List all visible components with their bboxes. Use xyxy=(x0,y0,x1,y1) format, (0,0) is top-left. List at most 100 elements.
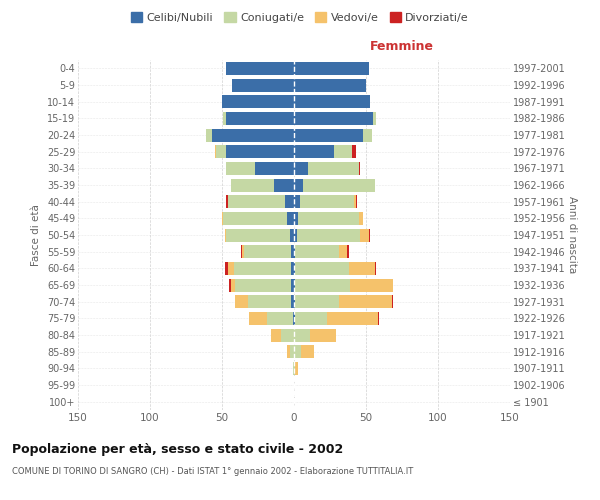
Bar xyxy=(235,295,248,308)
Legend: Celibi/Nubili, Coniugati/e, Vedovi/e, Divorziati/e: Celibi/Nubili, Coniugati/e, Vedovi/e, Di… xyxy=(127,8,473,28)
Bar xyxy=(294,195,300,208)
Bar xyxy=(294,295,295,308)
Bar xyxy=(298,212,359,225)
Bar xyxy=(287,345,290,358)
Bar xyxy=(222,212,223,225)
Bar xyxy=(301,345,314,358)
Bar xyxy=(294,212,298,225)
Text: COMUNE DI TORINO DI SANGRO (CH) - Dati ISTAT 1° gennaio 2002 - Elaborazione TUTT: COMUNE DI TORINO DI SANGRO (CH) - Dati I… xyxy=(12,468,413,476)
Bar xyxy=(226,145,294,158)
Bar xyxy=(226,62,294,75)
Bar xyxy=(360,228,369,241)
Bar xyxy=(226,228,290,241)
Bar xyxy=(216,145,226,158)
Bar xyxy=(295,262,349,275)
Bar xyxy=(294,128,363,141)
Bar xyxy=(294,78,366,92)
Bar xyxy=(347,245,349,258)
Bar xyxy=(338,295,392,308)
Bar xyxy=(294,262,295,275)
Bar xyxy=(233,262,291,275)
Bar xyxy=(291,245,294,258)
Bar xyxy=(248,295,291,308)
Bar xyxy=(228,195,286,208)
Bar xyxy=(242,245,244,258)
Bar xyxy=(235,278,291,291)
Y-axis label: Fasce di età: Fasce di età xyxy=(31,204,41,266)
Bar xyxy=(369,228,370,241)
Bar xyxy=(302,178,374,192)
Bar xyxy=(295,245,338,258)
Bar xyxy=(291,278,294,291)
Bar xyxy=(293,312,294,325)
Text: Femmine: Femmine xyxy=(370,40,434,53)
Bar xyxy=(295,278,350,291)
Bar xyxy=(290,228,294,241)
Bar xyxy=(212,128,294,141)
Bar xyxy=(232,78,294,92)
Bar xyxy=(338,245,347,258)
Bar xyxy=(294,145,334,158)
Bar xyxy=(334,145,352,158)
Bar xyxy=(355,195,356,208)
Bar xyxy=(266,312,293,325)
Bar xyxy=(226,162,255,175)
Bar xyxy=(373,112,376,125)
Bar xyxy=(281,328,294,342)
Bar xyxy=(294,162,308,175)
Bar xyxy=(244,245,291,258)
Bar xyxy=(225,228,226,241)
Bar xyxy=(377,312,379,325)
Bar xyxy=(300,195,355,208)
Bar xyxy=(294,328,310,342)
Bar xyxy=(374,262,376,275)
Bar xyxy=(294,278,295,291)
Bar xyxy=(352,145,356,158)
Bar xyxy=(359,212,363,225)
Bar xyxy=(215,145,216,158)
Bar xyxy=(293,362,294,375)
Bar xyxy=(287,212,294,225)
Bar xyxy=(294,228,297,241)
Bar xyxy=(206,128,212,141)
Y-axis label: Anni di nascita: Anni di nascita xyxy=(567,196,577,274)
Bar xyxy=(241,245,242,258)
Bar xyxy=(308,162,359,175)
Bar xyxy=(291,295,294,308)
Bar xyxy=(223,112,226,125)
Bar xyxy=(392,295,394,308)
Bar xyxy=(294,95,370,108)
Bar xyxy=(294,362,295,375)
Bar xyxy=(222,95,294,108)
Bar xyxy=(349,262,374,275)
Bar xyxy=(294,245,295,258)
Bar xyxy=(294,345,301,358)
Bar xyxy=(291,262,294,275)
Bar xyxy=(295,312,327,325)
Bar xyxy=(310,328,336,342)
Bar xyxy=(359,162,360,175)
Text: Popolazione per età, sesso e stato civile - 2002: Popolazione per età, sesso e stato civil… xyxy=(12,442,343,456)
Bar xyxy=(286,195,294,208)
Bar xyxy=(363,128,372,141)
Bar xyxy=(250,312,266,325)
Bar xyxy=(295,295,338,308)
Bar xyxy=(294,312,295,325)
Bar xyxy=(230,278,235,291)
Bar xyxy=(230,178,274,192)
Bar xyxy=(327,312,377,325)
Bar xyxy=(295,362,298,375)
Bar xyxy=(294,112,373,125)
Bar xyxy=(223,212,287,225)
Bar xyxy=(294,178,302,192)
Bar xyxy=(228,262,233,275)
Bar xyxy=(274,178,294,192)
Bar xyxy=(356,195,358,208)
Bar xyxy=(226,195,228,208)
Bar xyxy=(229,278,230,291)
Bar xyxy=(294,62,369,75)
Bar xyxy=(350,278,394,291)
Bar xyxy=(226,112,294,125)
Bar xyxy=(271,328,281,342)
Bar xyxy=(255,162,294,175)
